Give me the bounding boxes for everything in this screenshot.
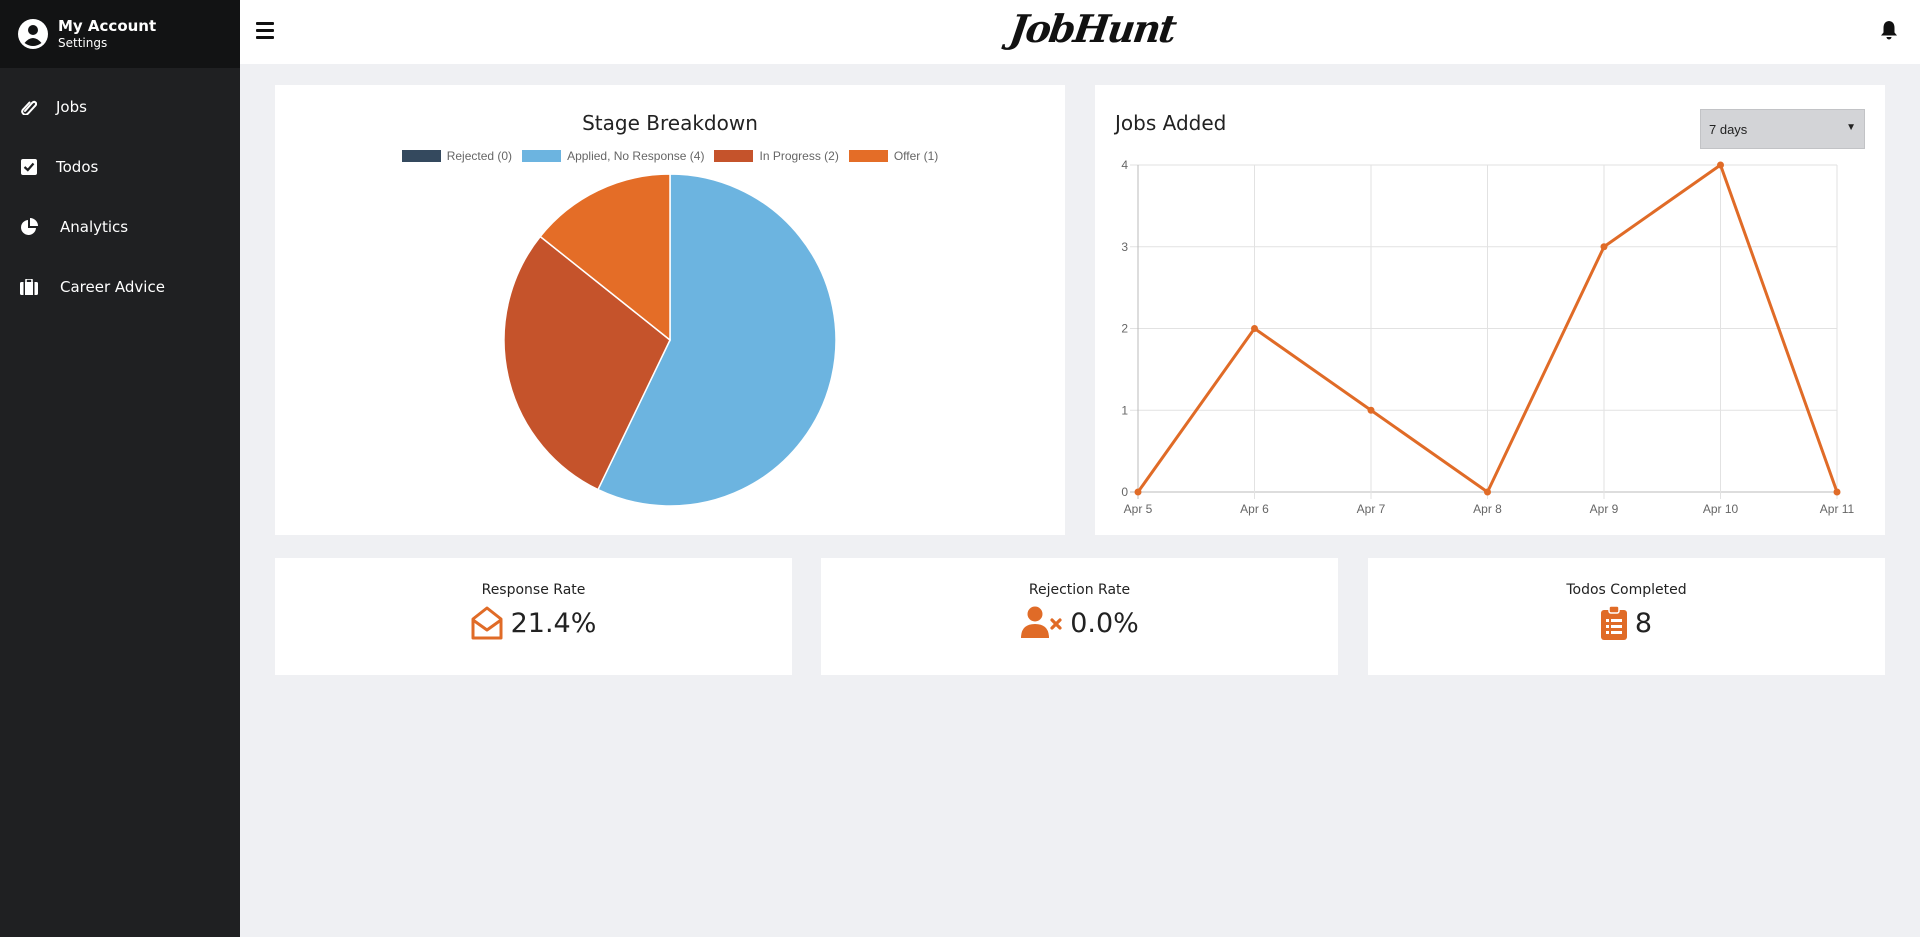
- legend-item-rejected[interactable]: Rejected (0): [401, 149, 513, 163]
- sidebar-item-jobs[interactable]: Jobs: [0, 77, 240, 137]
- y-tick-label: 3: [1121, 240, 1128, 254]
- date-range-select[interactable]: 7 days ▼: [1700, 109, 1865, 149]
- legend-swatch: [714, 150, 754, 162]
- x-tick-label: Apr 7: [1357, 502, 1386, 516]
- pie-chart-icon: [20, 218, 38, 236]
- user-times-icon: [1020, 606, 1062, 640]
- stage-pie-chart: [503, 173, 837, 507]
- sidebar-item-analytics[interactable]: Analytics: [0, 197, 240, 257]
- sidebar-item-label: Todos: [56, 158, 99, 176]
- jobs-added-line-chart: 0 1 2 3 4 Apr 5 Apr 6 Apr 7 Apr 8 Apr 9 Apr 10 Apr …: [1121, 158, 1855, 516]
- x-tick-label: Apr 11: [1820, 502, 1855, 516]
- legend-item-applied[interactable]: Applied, No Response (4): [522, 149, 704, 163]
- legend-label: In Progress (2): [759, 149, 839, 163]
- legend-label: Applied, No Response (4): [567, 149, 705, 163]
- pie-slice-offer[interactable]: [539, 173, 671, 342]
- sidebar-item-label: Jobs: [56, 98, 87, 116]
- data-point[interactable]: [1717, 161, 1724, 169]
- legend-item-offer[interactable]: Offer (1): [848, 149, 939, 163]
- top-header: JobHunt: [240, 0, 1920, 64]
- app-logo[interactable]: JobHunt: [1006, 6, 1178, 51]
- x-tick-label: Apr 5: [1124, 502, 1153, 516]
- user-circle-icon: [18, 19, 48, 49]
- checkbox-icon: [20, 158, 38, 176]
- jobs-added-card: 0 1 2 3 4 Apr 5 Apr 6 Apr 7 Apr 8 Apr 9 Apr 10 Apr …: [1095, 85, 1885, 535]
- legend-swatch: [522, 150, 562, 162]
- account-title: My Account: [58, 17, 157, 35]
- data-point[interactable]: [1251, 325, 1258, 332]
- data-point[interactable]: [1484, 488, 1491, 496]
- chart-title: Jobs Added: [1115, 111, 1227, 135]
- legend-label: Rejected (0): [446, 149, 513, 163]
- x-tick-label: Apr 6: [1240, 502, 1269, 516]
- pie-slice-in-progress[interactable]: [503, 235, 671, 491]
- stat-value: 0.0%: [1070, 607, 1139, 639]
- date-range-value: 7 days: [1709, 121, 1748, 137]
- data-point[interactable]: [1600, 243, 1608, 251]
- hamburger-icon[interactable]: [256, 22, 274, 39]
- pie-slice-applied-no-response[interactable]: [596, 173, 837, 507]
- chart-title: Stage Breakdown: [582, 111, 758, 135]
- data-point[interactable]: [1367, 406, 1375, 414]
- sidebar-item-label: Career Advice: [60, 278, 165, 296]
- sidebar: My Account Settings Jobs Todos Analytics…: [0, 0, 240, 937]
- account-menu[interactable]: My Account Settings: [0, 0, 240, 68]
- sidebar-item-todos[interactable]: Todos: [0, 137, 240, 197]
- legend-item-in-progress[interactable]: In Progress (2): [714, 149, 839, 163]
- stage-breakdown-card: Stage Breakdown Rejected (0) Applied, No…: [275, 85, 1065, 535]
- y-tick-label: 2: [1121, 322, 1128, 336]
- sidebar-item-label: Analytics: [60, 218, 129, 236]
- legend-label: Offer (1): [893, 149, 939, 163]
- bell-icon[interactable]: [1880, 20, 1898, 40]
- legend-swatch: [401, 150, 441, 162]
- y-tick-label: 0: [1121, 485, 1128, 499]
- stat-label: Todos Completed: [1566, 582, 1687, 598]
- stat-value: 8: [1634, 607, 1653, 639]
- x-tick-label: Apr 8: [1473, 502, 1502, 516]
- clipboard-list-icon: [1600, 606, 1627, 640]
- envelope-open-icon: [471, 606, 503, 640]
- x-tick-label: Apr 9: [1590, 502, 1619, 516]
- y-tick-label: 4: [1121, 158, 1128, 172]
- stat-label: Response Rate: [481, 582, 586, 598]
- response-rate-card: Response Rate 21.4%: [275, 558, 792, 675]
- x-tick-label: Apr 10: [1703, 502, 1739, 516]
- stat-value: 21.4%: [510, 607, 597, 639]
- caret-down-icon: ▼: [1846, 122, 1856, 133]
- sidebar-item-career-advice[interactable]: Career Advice: [0, 257, 240, 317]
- data-point[interactable]: [1833, 488, 1841, 496]
- paperclip-icon: [20, 98, 38, 116]
- account-settings-link[interactable]: Settings: [58, 36, 108, 50]
- data-point[interactable]: [1134, 488, 1142, 496]
- legend-swatch: [848, 150, 888, 162]
- stat-label: Rejection Rate: [1028, 582, 1131, 598]
- briefcase-icon: [20, 278, 38, 296]
- chart-legend: Rejected (0) Applied, No Response (4) In…: [275, 149, 1065, 163]
- todos-completed-card: Todos Completed 8: [1368, 558, 1885, 675]
- y-tick-label: 1: [1121, 403, 1128, 417]
- rejection-rate-card: Rejection Rate 0.0%: [821, 558, 1338, 675]
